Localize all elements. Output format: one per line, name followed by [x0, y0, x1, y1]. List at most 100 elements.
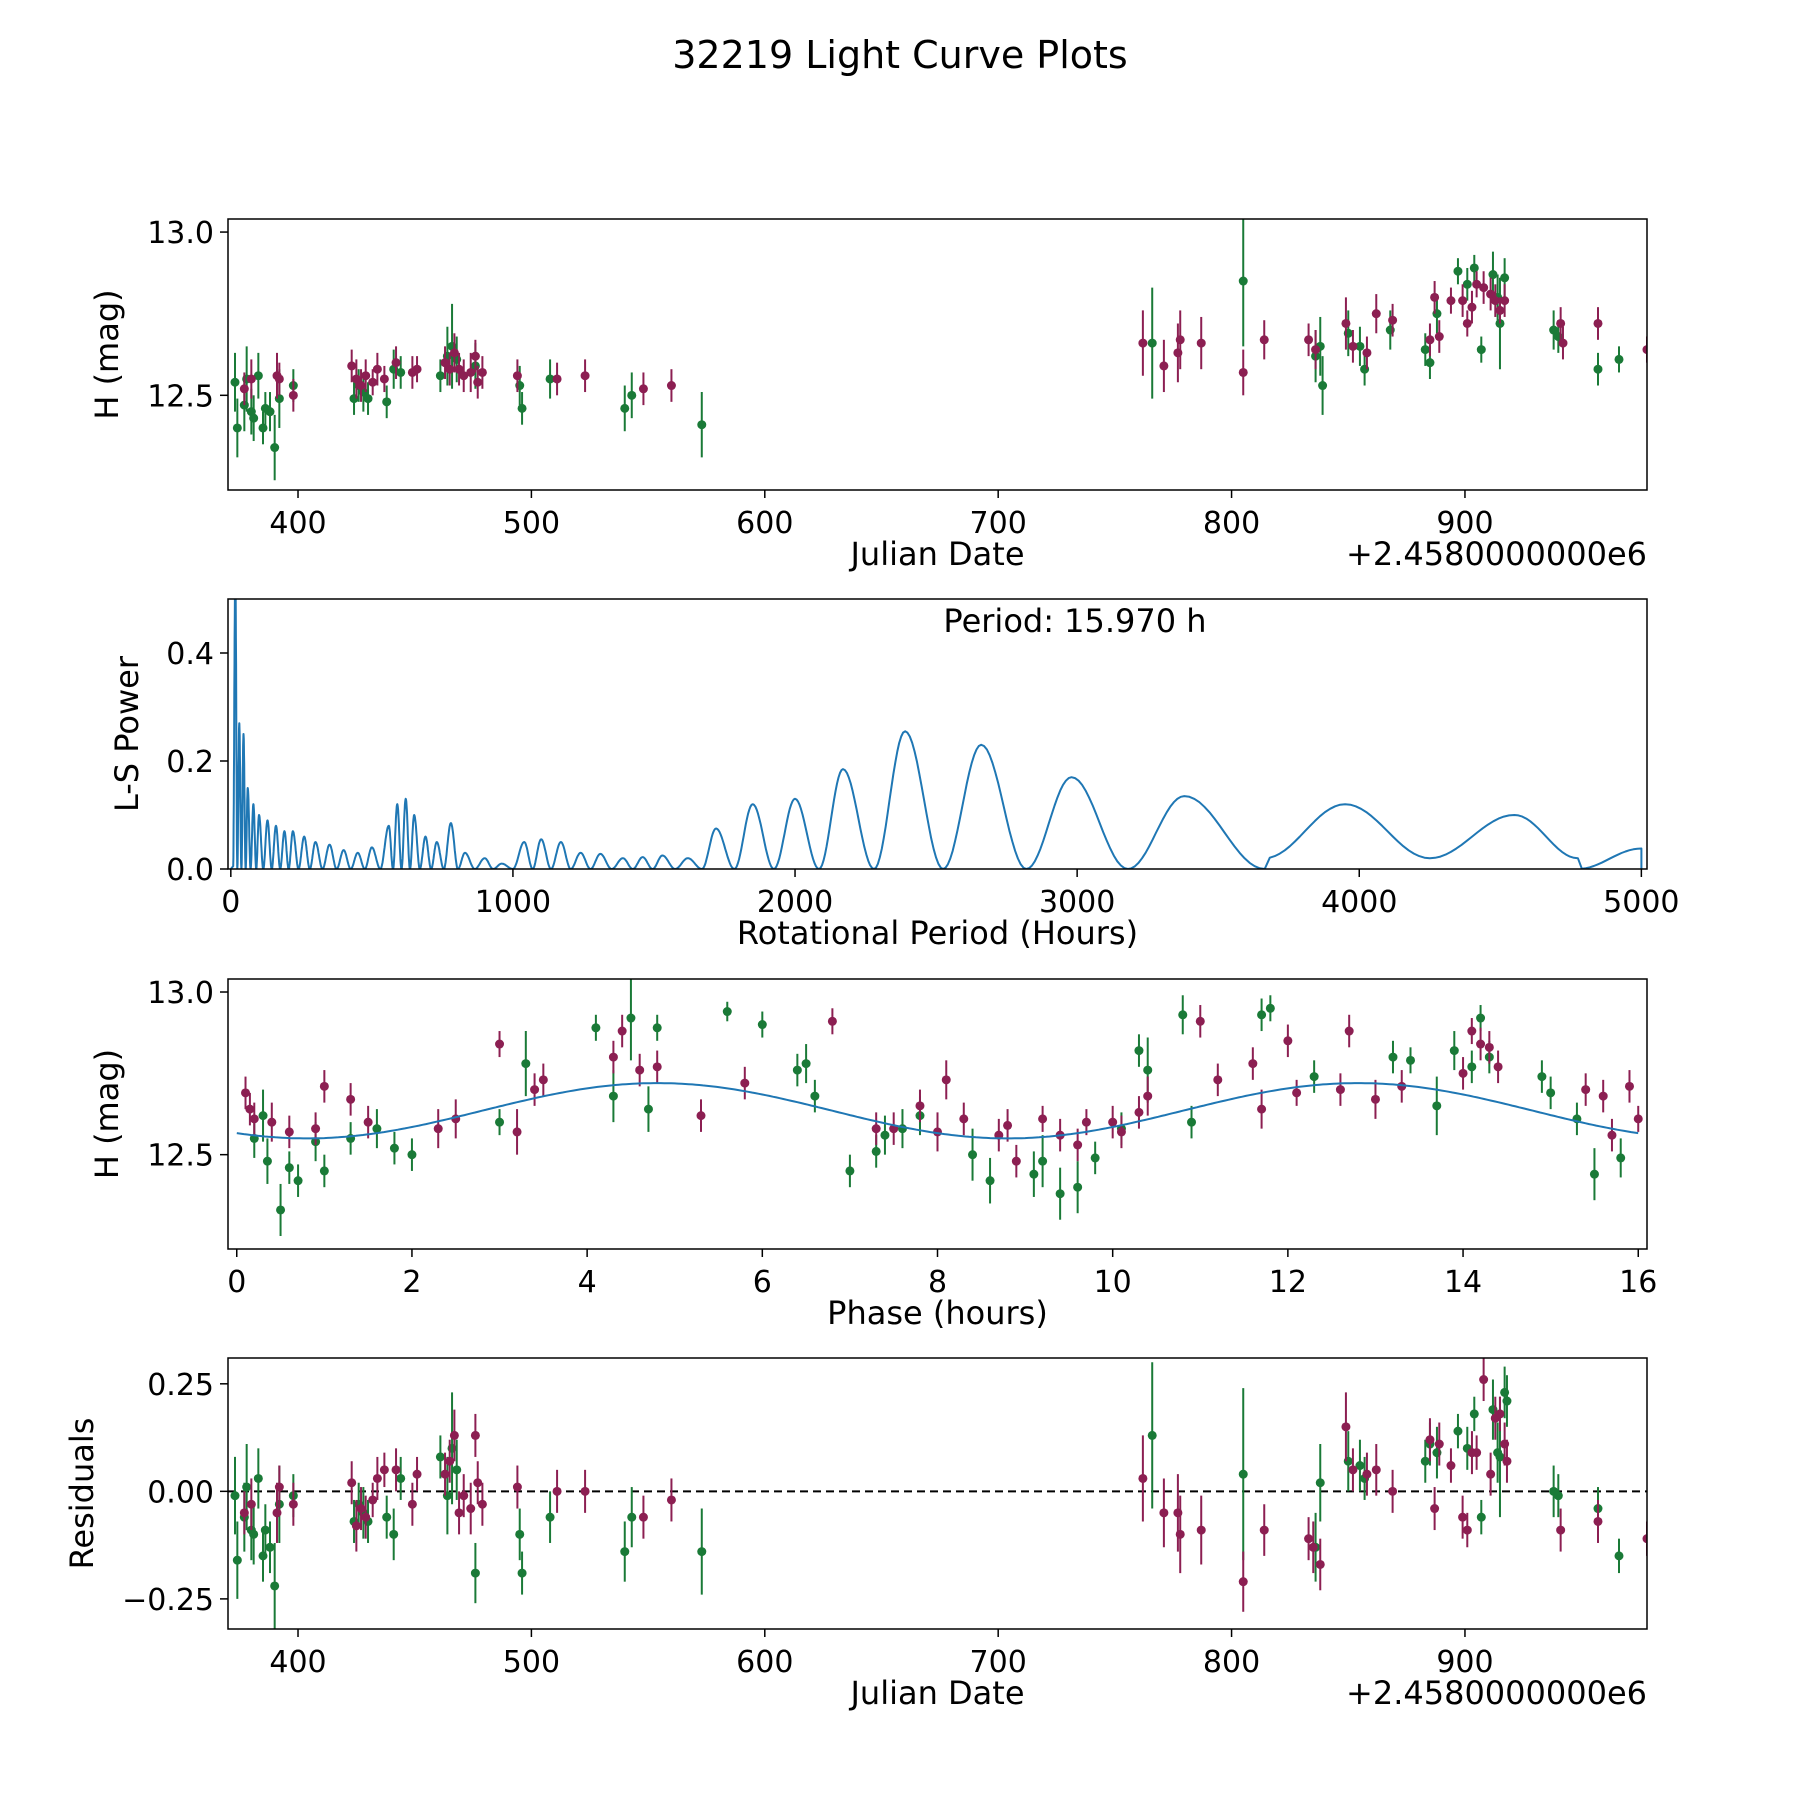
marker [459, 1491, 469, 1501]
marker [1462, 279, 1472, 289]
data-point-maroon [1388, 303, 1398, 337]
data-point-green [270, 414, 280, 481]
data-point-maroon [1430, 1487, 1440, 1531]
data-point-maroon [580, 359, 590, 393]
marker [382, 1512, 392, 1522]
phase-y-ticks: 12.5 13.0 [147, 976, 228, 1174]
data-point-green [319, 1154, 329, 1188]
data-point-green [1187, 1105, 1197, 1139]
marker [449, 1430, 459, 1440]
marker [232, 423, 242, 433]
phase-x-label: Phase (hours) [827, 1294, 1048, 1332]
data-point-maroon [1259, 1504, 1269, 1556]
marker [293, 1176, 303, 1186]
data-point-maroon [311, 1112, 321, 1145]
y-tick-label: 0.25 [147, 1368, 214, 1403]
x-tick-label: 700 [970, 506, 1027, 541]
marker [466, 367, 476, 377]
marker [470, 1430, 480, 1440]
data-point-maroon [459, 359, 469, 393]
data-point-maroon [1371, 1444, 1381, 1496]
marker [1371, 309, 1381, 319]
marker [284, 1127, 294, 1137]
marker [1537, 1072, 1547, 1082]
marker [407, 1150, 417, 1160]
data-point-green [521, 1031, 531, 1097]
marker [452, 1465, 462, 1475]
marker [1308, 1542, 1318, 1552]
data-point-maroon [1038, 1105, 1048, 1132]
marker [260, 1525, 270, 1535]
data-point-maroon [1472, 271, 1482, 298]
marker [454, 364, 464, 374]
data-point-maroon [1238, 1551, 1248, 1612]
data-point-maroon [1108, 1105, 1118, 1139]
data-point-maroon [552, 1469, 562, 1513]
data-point-maroon [495, 1031, 505, 1058]
period-annotation: Period: 15.970 h [943, 602, 1206, 640]
marker [517, 1568, 527, 1578]
marker [265, 1542, 275, 1552]
data-point-maroon [959, 1102, 969, 1136]
data-point-maroon [1388, 1469, 1398, 1513]
marker [274, 374, 284, 384]
marker [389, 1143, 399, 1153]
data-point-green [697, 1508, 707, 1595]
marker [1430, 292, 1440, 302]
data-point-green [627, 372, 637, 419]
marker [1038, 1114, 1048, 1124]
marker [449, 348, 459, 358]
marker [871, 1146, 881, 1156]
data-point-maroon [1593, 1499, 1603, 1543]
data-point-green [1315, 1444, 1325, 1522]
data-point-maroon [1495, 1396, 1505, 1432]
data-point-maroon [666, 1478, 676, 1522]
data-point-maroon [1598, 1079, 1608, 1113]
marker [792, 1065, 802, 1075]
marker [1446, 296, 1456, 306]
data-point-maroon [347, 1461, 357, 1505]
data-point-green [845, 1154, 855, 1188]
marker [239, 1508, 249, 1518]
x-tick-label: 12 [1269, 1265, 1307, 1300]
data-point-green [985, 1157, 995, 1204]
data-point-maroon [1371, 294, 1381, 334]
marker [1462, 318, 1472, 328]
data-point-maroon [274, 1465, 284, 1509]
y-tick-label: 0.4 [166, 637, 214, 672]
marker [666, 1495, 676, 1505]
marker [1493, 1062, 1503, 1072]
data-point-maroon [1486, 1452, 1496, 1496]
marker [1467, 302, 1477, 312]
residuals-y-label: Residuals [63, 1418, 101, 1570]
data-point-maroon [1304, 1517, 1314, 1561]
data-point-maroon [351, 359, 361, 399]
marker [1213, 1075, 1223, 1085]
x-tick-label: 2 [402, 1265, 421, 1300]
data-point-green [1265, 995, 1275, 1022]
periodogram-curve [230, 599, 1643, 869]
marker [635, 1065, 645, 1075]
data-point-green [1432, 1076, 1442, 1136]
data-point-maroon [454, 1491, 464, 1535]
data-point-maroon [1138, 310, 1148, 376]
marker [466, 1504, 476, 1514]
marker [1134, 1046, 1144, 1056]
marker [1348, 1465, 1358, 1475]
marker [517, 403, 527, 413]
data-point-green [1467, 1050, 1477, 1084]
marker [1593, 318, 1603, 328]
data-point-maroon [915, 1089, 925, 1123]
data-point-green [276, 1183, 286, 1236]
marker [580, 1486, 590, 1496]
data-point-maroon [941, 1060, 951, 1100]
phase-y-label: H (mag) [88, 1049, 126, 1179]
marker [1446, 1461, 1456, 1471]
data-point-maroon [433, 1109, 443, 1149]
periodogram-y-label: L-S Power [108, 655, 146, 812]
data-point-maroon [580, 1469, 590, 1513]
data-point-maroon [512, 1109, 522, 1155]
marker [722, 1007, 732, 1017]
marker [270, 443, 280, 453]
data-point-maroon [477, 1482, 487, 1526]
